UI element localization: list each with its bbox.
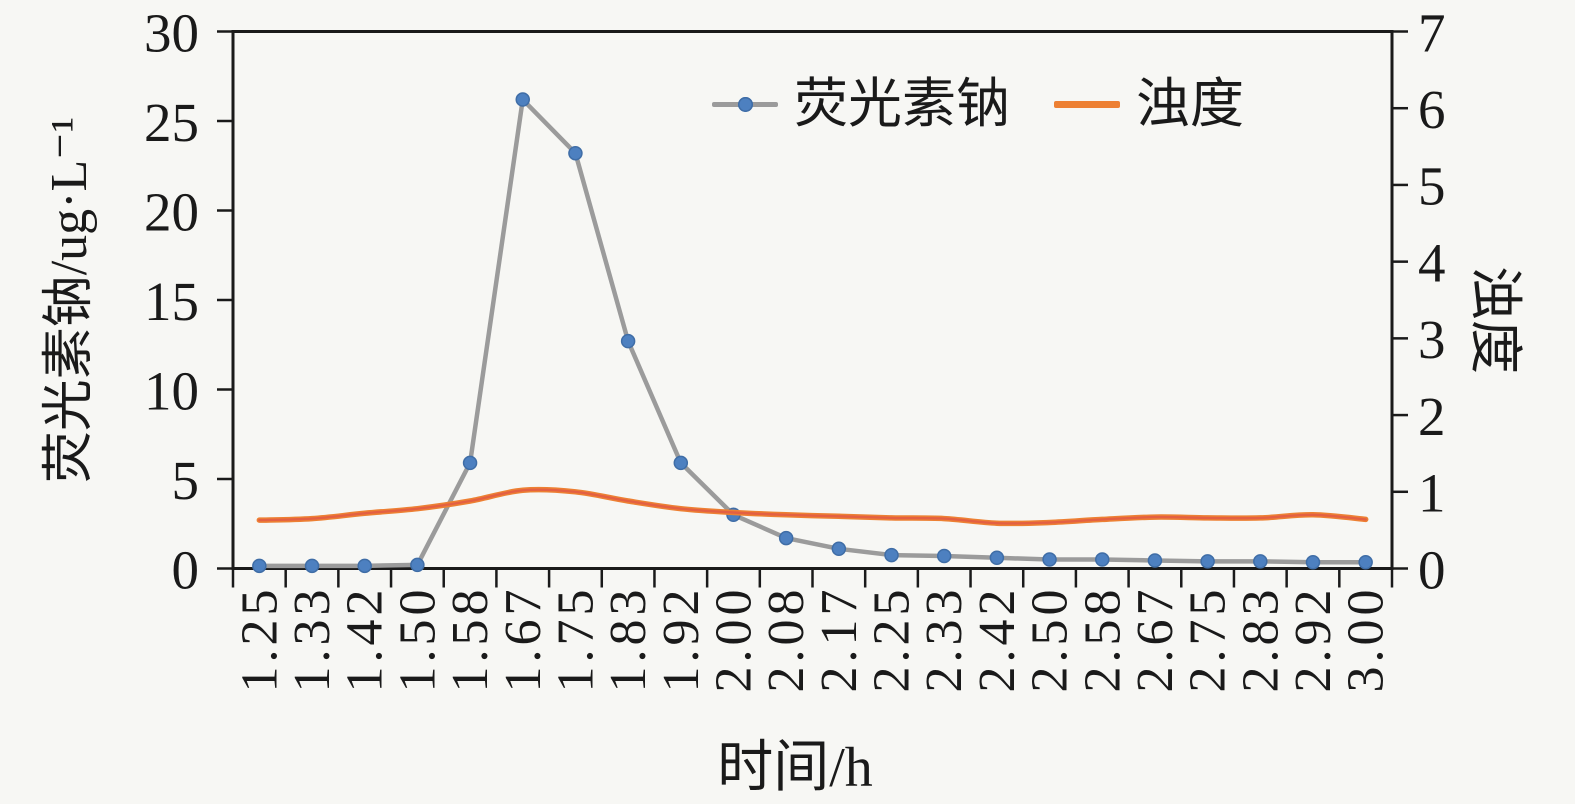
legend-sample-fluorescein [712,96,778,112]
y-right-tick-label: 6 [1418,79,1446,140]
x-axis-title: 时间/h [717,737,873,799]
x-tick-label: 1.42 [337,586,394,693]
fluorescein-data-point [1200,554,1215,569]
turbidity-line-swatch [1054,100,1120,108]
fluorescein-data-point [304,558,320,574]
x-tick-label: 2.25 [864,586,921,693]
fluorescein-data-point [462,455,478,471]
x-tick-label: 2.50 [1022,586,1079,693]
y-left-tick-label: 15 [144,271,199,332]
x-tick-label: 2.33 [916,586,973,693]
x-tick-label: 2.67 [1127,586,1184,693]
x-tick-label: 1.67 [495,586,552,693]
series-fluorescein-line [259,97,1366,569]
left-axis-title: 荧光素钠/ug·L⁻¹ [41,116,98,484]
x-tick-label: 2.58 [1074,586,1131,693]
x-tick-label: 1.92 [653,586,710,693]
x-tick-label: 2.08 [758,586,815,693]
fluorescein-data-point [831,541,847,557]
fluorescein-data-point [1358,554,1373,570]
x-tick-label: 1.25 [231,586,288,693]
right-axis-title: 浊度 [1465,266,1525,374]
x-tick-label: 2.17 [811,586,868,693]
x-tick-label: 3.00 [1338,586,1395,693]
y-right-tick-label: 2 [1418,386,1446,447]
fluorescein-data-point [778,530,794,546]
fluorescein-data-point [1305,554,1321,570]
x-tick-label: 2.83 [1232,586,1289,693]
y-left-tick-label: 10 [144,360,199,421]
y-left-tick-label: 25 [144,92,199,153]
y-right-tick-label: 1 [1418,463,1446,524]
y-right-tick-label: 5 [1418,156,1446,217]
fluorescein-data-point [884,547,899,563]
legend-item-fluorescein: 荧光素钠 [712,77,1010,131]
legend-sample-turbidity [1054,96,1120,112]
y-left-tick-label: 30 [144,2,199,63]
x-tick-label: 2.42 [969,586,1026,693]
y-left-tick-label: 20 [144,181,199,242]
x-tick-label: 2.75 [1180,586,1237,693]
fluorescein-data-point [515,92,530,107]
fluorescein-data-point [410,557,425,573]
x-tick-label: 2.92 [1285,586,1342,693]
fluorescein-data-point [568,145,583,161]
fluorescein-data-point [357,558,372,574]
x-tick-label: 1.75 [547,586,604,693]
legend-label-turbidity: 浊度 [1136,74,1244,134]
y-right-tick-label: 4 [1418,232,1446,293]
legend: 荧光素钠 浊度 [712,70,1244,138]
fluorescein-data-point [1042,552,1057,567]
x-tick-label: 2.00 [705,586,762,693]
series-turbidity-line-core [258,488,1367,525]
y-right-tick-label: 3 [1418,309,1446,370]
fluorescein-data-point [673,455,689,471]
fluorescein-data-point [252,558,267,574]
fluorescein-data-point [1253,554,1268,569]
x-tick-label: 1.50 [389,586,446,693]
x-tick-label: 1.83 [600,586,657,693]
fluorescein-data-point [989,550,1005,566]
y-left-tick-label: 5 [172,450,200,511]
fluorescein-data-point [936,548,952,564]
fluorescein-data-point [1095,552,1110,567]
y-left-tick-label: 0 [172,539,200,600]
fluorescein-marker-dot-icon [737,96,753,112]
legend-item-turbidity: 浊度 [1054,77,1244,131]
x-tick-label: 1.33 [284,586,341,693]
legend-label-fluorescein: 荧光素钠 [794,74,1010,134]
fluorescein-data-point [620,333,636,349]
y-right-tick-label: 7 [1418,2,1446,63]
y-right-tick-label: 0 [1418,539,1446,600]
fluorescein-data-point [1147,553,1163,568]
x-tick-label: 1.58 [442,586,499,693]
